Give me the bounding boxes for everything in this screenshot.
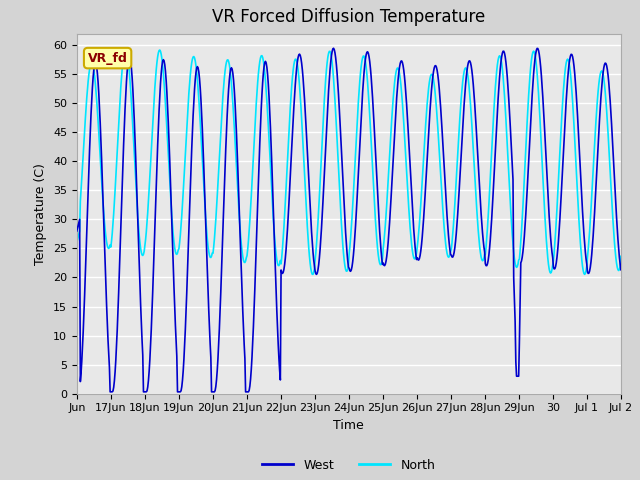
- Text: VR_fd: VR_fd: [88, 51, 127, 65]
- Legend: West, North: West, North: [257, 454, 440, 477]
- X-axis label: Time: Time: [333, 419, 364, 432]
- Title: VR Forced Diffusion Temperature: VR Forced Diffusion Temperature: [212, 9, 485, 26]
- Y-axis label: Temperature (C): Temperature (C): [35, 163, 47, 264]
